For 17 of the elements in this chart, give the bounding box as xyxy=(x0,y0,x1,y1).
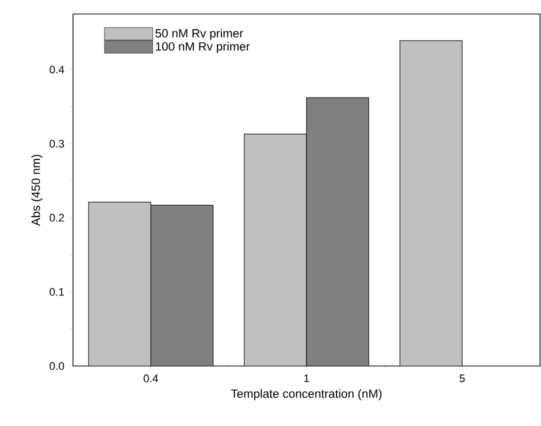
y-tick-label: 0.4 xyxy=(50,66,64,74)
bar xyxy=(150,204,214,366)
x-tick-label: 5 xyxy=(460,374,465,382)
y-tick-label: 0.1 xyxy=(50,288,64,296)
x-tick-label: 0.4 xyxy=(144,374,158,382)
bar xyxy=(306,97,370,366)
legend-label: 50 nM Rv primer xyxy=(155,28,244,40)
bar xyxy=(244,134,307,366)
y-tick-label: 0.0 xyxy=(50,362,64,370)
y-axis-title: Abs (450 nm) xyxy=(31,154,42,226)
y-tick-label: 0.3 xyxy=(50,140,64,148)
x-axis-title: Template concentration (nM) xyxy=(231,389,382,400)
bar xyxy=(400,40,462,366)
y-tick-label: 0.2 xyxy=(50,214,64,222)
x-tick-label: 1 xyxy=(304,374,310,382)
bar xyxy=(88,202,152,366)
legend-label: 100 nM Rv primer xyxy=(156,42,250,54)
